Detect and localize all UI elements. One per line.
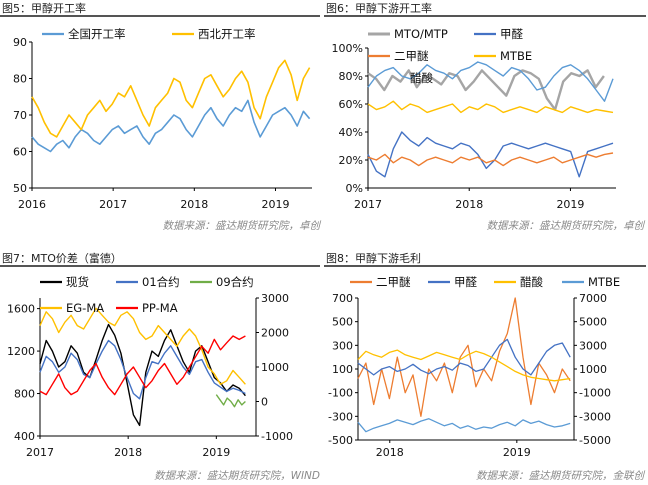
legend-label: 甲醛 xyxy=(500,27,523,41)
series-line-series xyxy=(357,349,571,382)
legend-label: MTBE xyxy=(588,275,620,289)
y-tick-label: 70 xyxy=(13,109,27,122)
y-tick-label: 1200 xyxy=(7,345,35,358)
chart-kaigonglv: 50 60 70 80 90 2016 2017 2018 2019 全国开工率 西北开工率 xyxy=(13,27,312,211)
chart-source: 数据来源：盛达期货研究院，卓创 xyxy=(162,220,321,232)
chart-title: 图7：MTO价差（富德） xyxy=(2,252,122,265)
x-tick-label: 2017 xyxy=(354,198,382,211)
series-line-series xyxy=(31,99,311,153)
series-line-09 xyxy=(215,394,246,408)
y-tick-label: 300 xyxy=(332,339,353,352)
y-tick-label: 60% xyxy=(339,98,363,111)
chart-source: 数据来源：盛达期货研究院，WIND xyxy=(154,470,320,482)
legend-label: PP-MA xyxy=(142,301,178,315)
y-right-tick-label: 7000 xyxy=(579,292,607,305)
chart-panel-mto-jiacha: 图7：MTO价差（富德） 400 800 1200 1600 -1000 0 1000 200… xyxy=(0,246,324,485)
chart-title: 图5：甲醇开工率 xyxy=(2,2,86,15)
y-tick-label: 1600 xyxy=(7,303,35,316)
legend-label: 二甲醚 xyxy=(376,275,411,289)
chart-mto-jiacha: 400 800 1200 1600 -1000 0 1000 2000 3000 2017 2018… xyxy=(7,275,293,459)
y-tick-label: 40% xyxy=(339,126,363,139)
y-tick-label: 20% xyxy=(339,154,363,167)
title-rule xyxy=(324,15,646,17)
series-line-mtbe xyxy=(357,418,571,433)
x-tick-label: 2016 xyxy=(18,198,46,211)
x-tick-label: 2017 xyxy=(99,198,127,211)
legend-label: 现货 xyxy=(66,275,89,289)
series-line-eg-ma xyxy=(39,307,246,386)
chart-panel-xiayou-kaigonglv: 图6：甲醇下游开工率 0% 20% 40% 60% 80% 100% 2017 2018 201… xyxy=(324,0,648,240)
y-right-tick-label: 3000 xyxy=(261,292,289,305)
chart-panel-xiayou-maoli: 图8：甲醇下游毛利 -500 -300 -100 100 300 500 700 -5000-… xyxy=(324,246,648,485)
x-tick-label: 2018 xyxy=(180,198,208,211)
x-tick-label: 2018 xyxy=(376,446,404,459)
legend-label: 全国开工率 xyxy=(68,27,126,41)
y-tick-label: 500 xyxy=(332,316,353,329)
x-tick-label: 2018 xyxy=(455,198,483,211)
series-line-series xyxy=(367,131,614,178)
chart-xiayou-kaigonglv: 0% 20% 40% 60% 80% 100% 2017 2018 2019 MTO/MTP 甲醛二… xyxy=(332,27,616,211)
chart-title: 图8：甲醇下游毛利 xyxy=(326,252,421,265)
legend-label: 甲醛 xyxy=(454,275,477,289)
chart-title: 图6：甲醇下游开工率 xyxy=(326,2,432,15)
series-line-01 xyxy=(39,339,246,400)
y-tick-label: 80 xyxy=(13,73,27,86)
y-tick-label: 60 xyxy=(13,146,27,159)
series-line-mto-mtp xyxy=(367,69,605,111)
y-tick-label: 50 xyxy=(13,182,27,195)
y-tick-label: 90 xyxy=(13,36,27,49)
legend-label: 二甲醚 xyxy=(394,49,429,63)
series-line-series xyxy=(357,338,571,376)
x-tick-label: 2018 xyxy=(114,446,142,459)
legend-label: 01合约 xyxy=(142,275,180,289)
y-right-tick-label: -1000 xyxy=(579,387,611,400)
y-tick-label: 400 xyxy=(14,430,35,443)
legend-label: EG-MA xyxy=(66,301,104,315)
y-right-tick-label: 2000 xyxy=(261,327,289,340)
legend-label: MTO/MTP xyxy=(394,27,448,41)
legend-label: 醋酸 xyxy=(410,71,433,85)
title-rule xyxy=(0,265,320,267)
title-rule xyxy=(0,15,320,17)
legend-label: 西北开工率 xyxy=(198,27,256,41)
chart-source: 数据来源：盛达期货研究院，卓创 xyxy=(486,220,645,232)
chart-source: 数据来源：盛达期货研究院，金联创 xyxy=(476,470,644,482)
y-tick-label: 800 xyxy=(14,388,35,401)
y-tick-label: 0% xyxy=(346,182,363,195)
series-line-mtbe xyxy=(367,100,614,114)
legend-label: MTBE xyxy=(500,49,532,63)
y-right-tick-label: 3000 xyxy=(579,339,607,352)
series-line-series xyxy=(367,152,614,167)
y-right-tick-label: -5000 xyxy=(579,434,611,447)
series-line-pp-ma xyxy=(39,335,246,396)
chart-xiayou-maoli: -500 -300 -100 100 300 500 700 -5000 -3000 -1000 1… xyxy=(328,275,620,459)
x-tick-label: 2017 xyxy=(26,446,54,459)
y-tick-label: 80% xyxy=(339,70,363,83)
chart-panel-kaigonglv: 图5：甲醇开工率 50 60 70 80 90 2016 2017 2018 2019 全国开工率… xyxy=(0,0,324,240)
y-tick-label: 100 xyxy=(332,363,353,376)
y-tick-label: -300 xyxy=(328,410,353,423)
x-tick-label: 2019 xyxy=(261,198,289,211)
series-line-series xyxy=(357,297,571,417)
y-right-tick-label: -3000 xyxy=(579,410,611,423)
y-tick-label: 700 xyxy=(332,292,353,305)
legend-label: 09合约 xyxy=(216,275,254,289)
y-right-tick-label: 0 xyxy=(261,396,268,409)
x-tick-label: 2019 xyxy=(556,198,584,211)
legend-label: 醋酸 xyxy=(520,275,543,289)
y-tick-label: -100 xyxy=(328,387,353,400)
y-tick-label: 100% xyxy=(332,42,363,55)
y-right-tick-label: 1000 xyxy=(261,361,289,374)
x-tick-label: 2019 xyxy=(202,446,230,459)
title-rule xyxy=(324,265,646,267)
y-tick-label: -500 xyxy=(328,434,353,447)
x-tick-label: 2019 xyxy=(503,446,531,459)
series-line-series xyxy=(31,59,311,138)
series-line-series xyxy=(367,61,614,102)
y-right-tick-label: 5000 xyxy=(579,316,607,329)
y-right-tick-label: 1000 xyxy=(579,363,607,376)
y-right-tick-label: -1000 xyxy=(261,430,293,443)
